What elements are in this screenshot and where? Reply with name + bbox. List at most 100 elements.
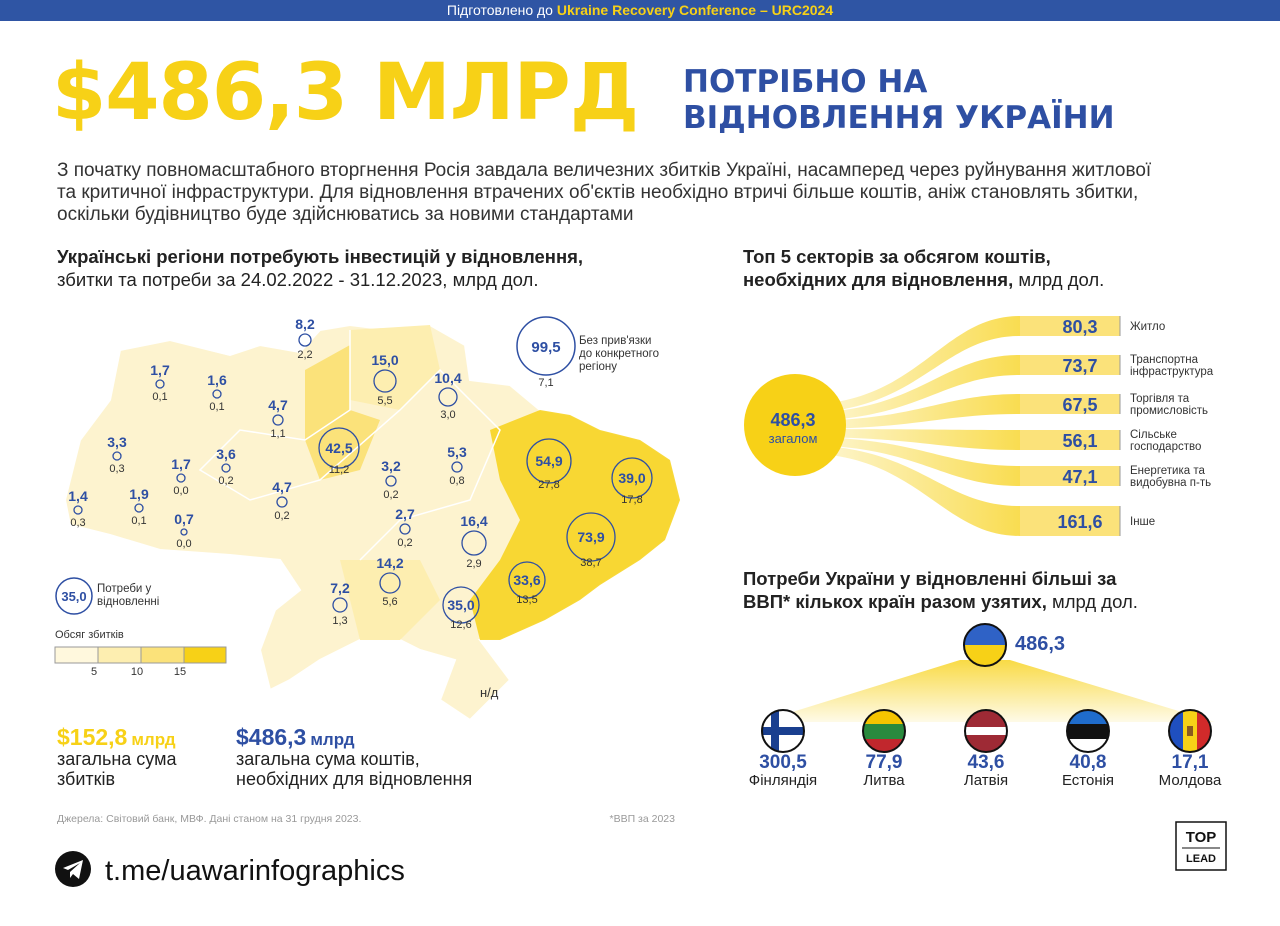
title-rest: млрд дол. [1052,591,1138,612]
region-damage: 12,6 [450,619,471,631]
flag-ring [963,623,1007,667]
flag-part [1067,724,1109,739]
sector-flow [800,316,1020,413]
sector-value: 73,7 [1062,356,1097,376]
sector-label: промисловість [1130,405,1208,417]
sector-label: Торгівля та [1130,393,1190,405]
ukraine-value: 486,3 [1015,633,1065,655]
region-damage: 5,6 [382,596,397,608]
sector-value: 67,5 [1062,395,1097,415]
sector-total-circle [744,374,846,476]
region-need: 4,7 [272,479,292,495]
region-damage: 38,7 [580,557,601,569]
region-damage: 0,0 [176,538,191,550]
title-line: ВІДНОВЛЕННЯ УКРАЇНИ [683,100,1115,136]
unit: млрд [310,730,354,749]
title-bold: Українські регіони потребують інвестицій… [57,246,584,267]
region-circle [272,414,284,426]
sector-value: 47,1 [1062,467,1097,487]
region-need: 4,7 [268,397,288,413]
total-label: загальна сума коштів, [236,749,420,769]
gdp-flow [760,660,1215,722]
region-damage: 0,2 [274,510,289,522]
sector-label: Енергетика та [1130,465,1205,477]
region-circle [373,369,397,393]
flag-part [965,727,1007,735]
amount: $152,8 [57,724,128,750]
region-need: 1,6 [207,372,227,388]
title-bold: Потреби України у відновленні більші за [743,568,1117,589]
region-need: 3,2 [381,458,401,474]
region-need: 3,6 [216,446,236,462]
sector-label: видобувна п-ть [1130,477,1211,489]
region-circle [379,572,401,594]
map-title: Українські регіони потребують інвестицій… [57,245,583,291]
gdp-title: Потреби України у відновленні більші за В… [743,567,1138,613]
sector-label: Інше [1130,516,1155,528]
region-damage: 27,8 [538,479,559,491]
region-need: 0,7 [174,511,194,527]
sector-flow [800,355,1020,421]
region-circle [180,528,188,536]
region-need: 35,0 [447,597,474,613]
sector-value: 56,1 [1062,431,1097,451]
legend-need: 35,0 [61,589,86,604]
region-circle [385,475,397,487]
flag [964,624,1006,666]
sector-label: Житло [1130,321,1165,333]
sector-flow [800,445,1020,536]
banner-highlight: Ukraine Recovery Conference – URC2024 [556,2,834,18]
region-circle [442,586,480,624]
region-need: 73,9 [577,529,604,545]
region-need: 33,6 [513,572,540,588]
region-need: 8,2 [295,316,315,332]
flag-ring [1168,709,1212,753]
region-need: 5,3 [447,444,467,460]
sector-total-label: загалом [769,431,818,446]
sector-bar [1020,430,1120,450]
region-circle [298,333,312,347]
legend-label: Потреби у [97,583,152,595]
region-damage: 0,1 [152,391,167,403]
sector-value: 80,3 [1062,317,1097,337]
region-damage: 13,5 [516,594,537,606]
legend-label: відновленні [97,596,159,608]
flag [965,710,1007,752]
unassigned-circle [516,316,576,376]
sector-bar [1020,355,1120,375]
region-damage: 2,2 [297,349,312,361]
sector-label: інфраструктура [1130,366,1214,378]
total-label: необхідних для відновлення [236,769,472,789]
region-damage: 1,1 [270,428,285,440]
flag-part [964,624,1006,645]
country-value: 40,8 [1070,752,1107,773]
scale-tick: 5 [91,666,97,678]
country-name: Фінляндія [749,772,817,789]
region-damage: 0,0 [173,485,188,497]
region-circle [276,496,288,508]
sector-total: 486,3 [770,410,815,430]
region-need: 39,0 [618,470,645,486]
region-damage: 0,3 [70,517,85,529]
scale-label: Обсяг збитків [55,629,124,641]
logo-bottom: LEAD [1186,853,1216,865]
sectors-title: Топ 5 секторів за обсягом коштів, необхід… [743,245,1104,291]
headline-amount: $486,3 МЛРД [52,48,639,138]
region-circle [508,561,546,599]
telegram-link: t.me/uawarinfographics [105,855,405,887]
region-damage: 0,2 [383,489,398,501]
region-circle [318,427,360,469]
region-need: 10,4 [434,370,461,386]
country-name: Естонія [1062,772,1114,789]
region-damage: 0,3 [109,463,124,475]
sector-bar [1020,506,1120,536]
flag-ring [964,709,1008,753]
region-circle [176,473,186,483]
flag [762,710,804,752]
country-name: Латвія [964,772,1008,789]
country-value: 17,1 [1172,752,1209,773]
region-damage: 17,8 [621,494,642,506]
sector-label: господарство [1130,441,1201,453]
